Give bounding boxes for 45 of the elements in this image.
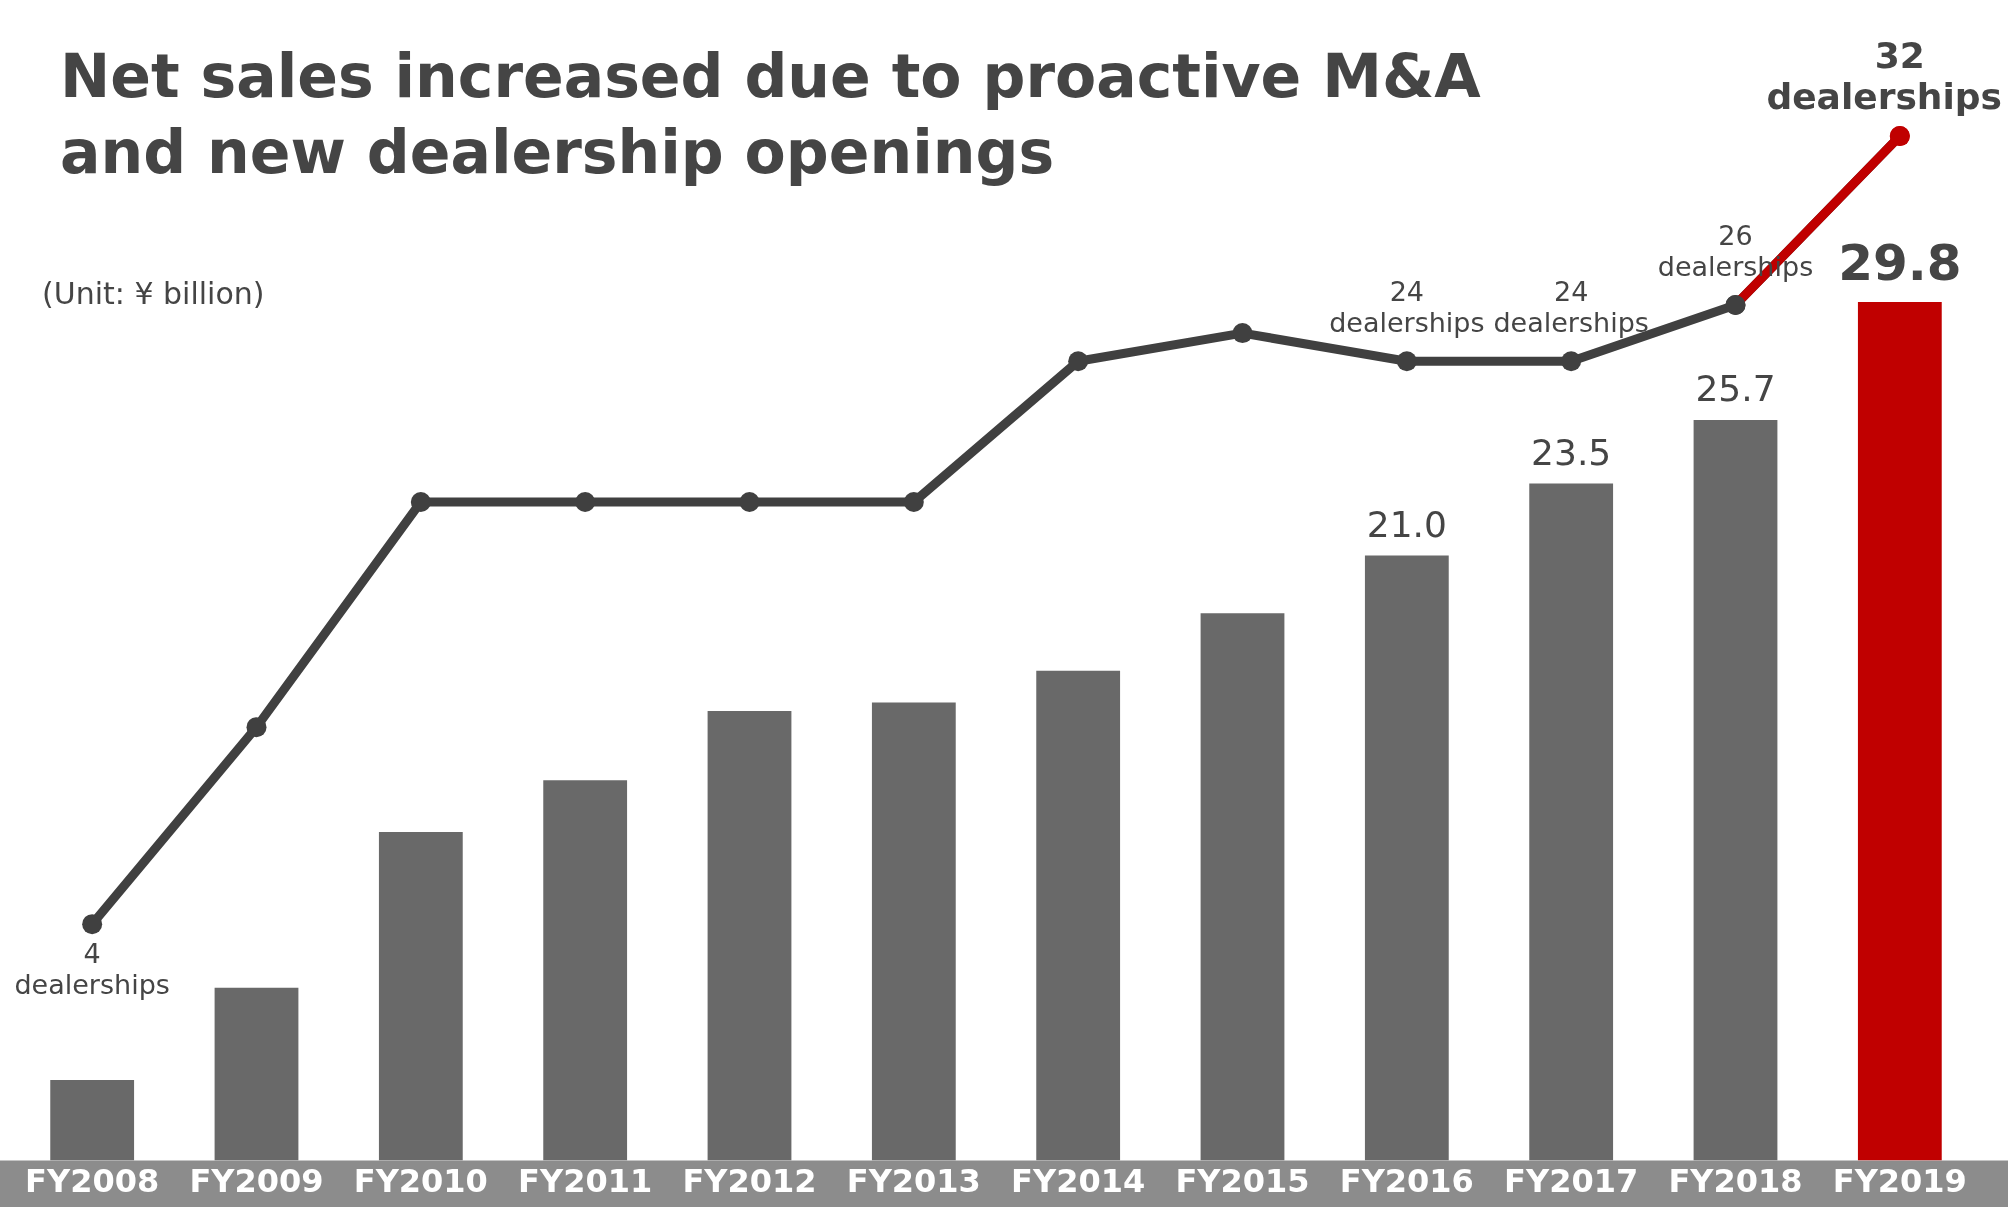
data-label: 23.5 [1531,431,1612,473]
point [1725,294,1746,315]
data-label: 29.8 [1838,233,1962,292]
x-tick-label: FY2019 [1832,1162,1967,1201]
x-tick-label: FY2014 [1011,1162,1146,1201]
x-tick-label: FY2015 [1175,1162,1310,1201]
point [1068,351,1089,372]
point [1396,351,1417,372]
bar [1364,555,1449,1161]
chart-title: Net sales increased due to proactive M&A and new dealership openings [60,40,1482,189]
x-tick-label: FY2016 [1339,1162,1474,1201]
bar [543,780,628,1161]
point [903,491,924,512]
x-tick-label: FY2009 [189,1162,324,1201]
bar [214,987,299,1161]
point [739,491,760,512]
x-tick-label: FY2012 [682,1162,817,1201]
point [246,717,267,738]
bar [1529,483,1614,1161]
point [1232,323,1253,344]
data-label: 4 dealerships [14,938,170,1001]
data-label: 21.0 [1366,503,1447,545]
data-label: 24 dealerships [1493,276,1649,339]
bar [1857,301,1942,1161]
bar [50,1079,135,1161]
data-label: 32 dealerships [1766,35,2003,118]
point [1561,351,1582,372]
point [410,491,431,512]
x-tick-label: FY2011 [518,1162,653,1201]
annotation: (Unit: ¥ billion) [42,276,265,311]
x-tick-label: FY2010 [353,1162,488,1201]
x-tick-label: FY2008 [25,1162,160,1201]
x-tick-label: FY2018 [1668,1162,1803,1201]
bar [378,832,463,1161]
bar [707,711,792,1161]
data-label: 25.7 [1695,368,1776,410]
point [82,914,103,935]
bar [1200,613,1285,1161]
data-label: 24 dealerships [1329,276,1485,339]
bar [1693,420,1778,1161]
x-tick-label: FY2017 [1504,1162,1639,1201]
bar [871,702,956,1161]
bar [1036,670,1121,1161]
x-tick-label: FY2013 [846,1162,981,1201]
point [575,491,596,512]
